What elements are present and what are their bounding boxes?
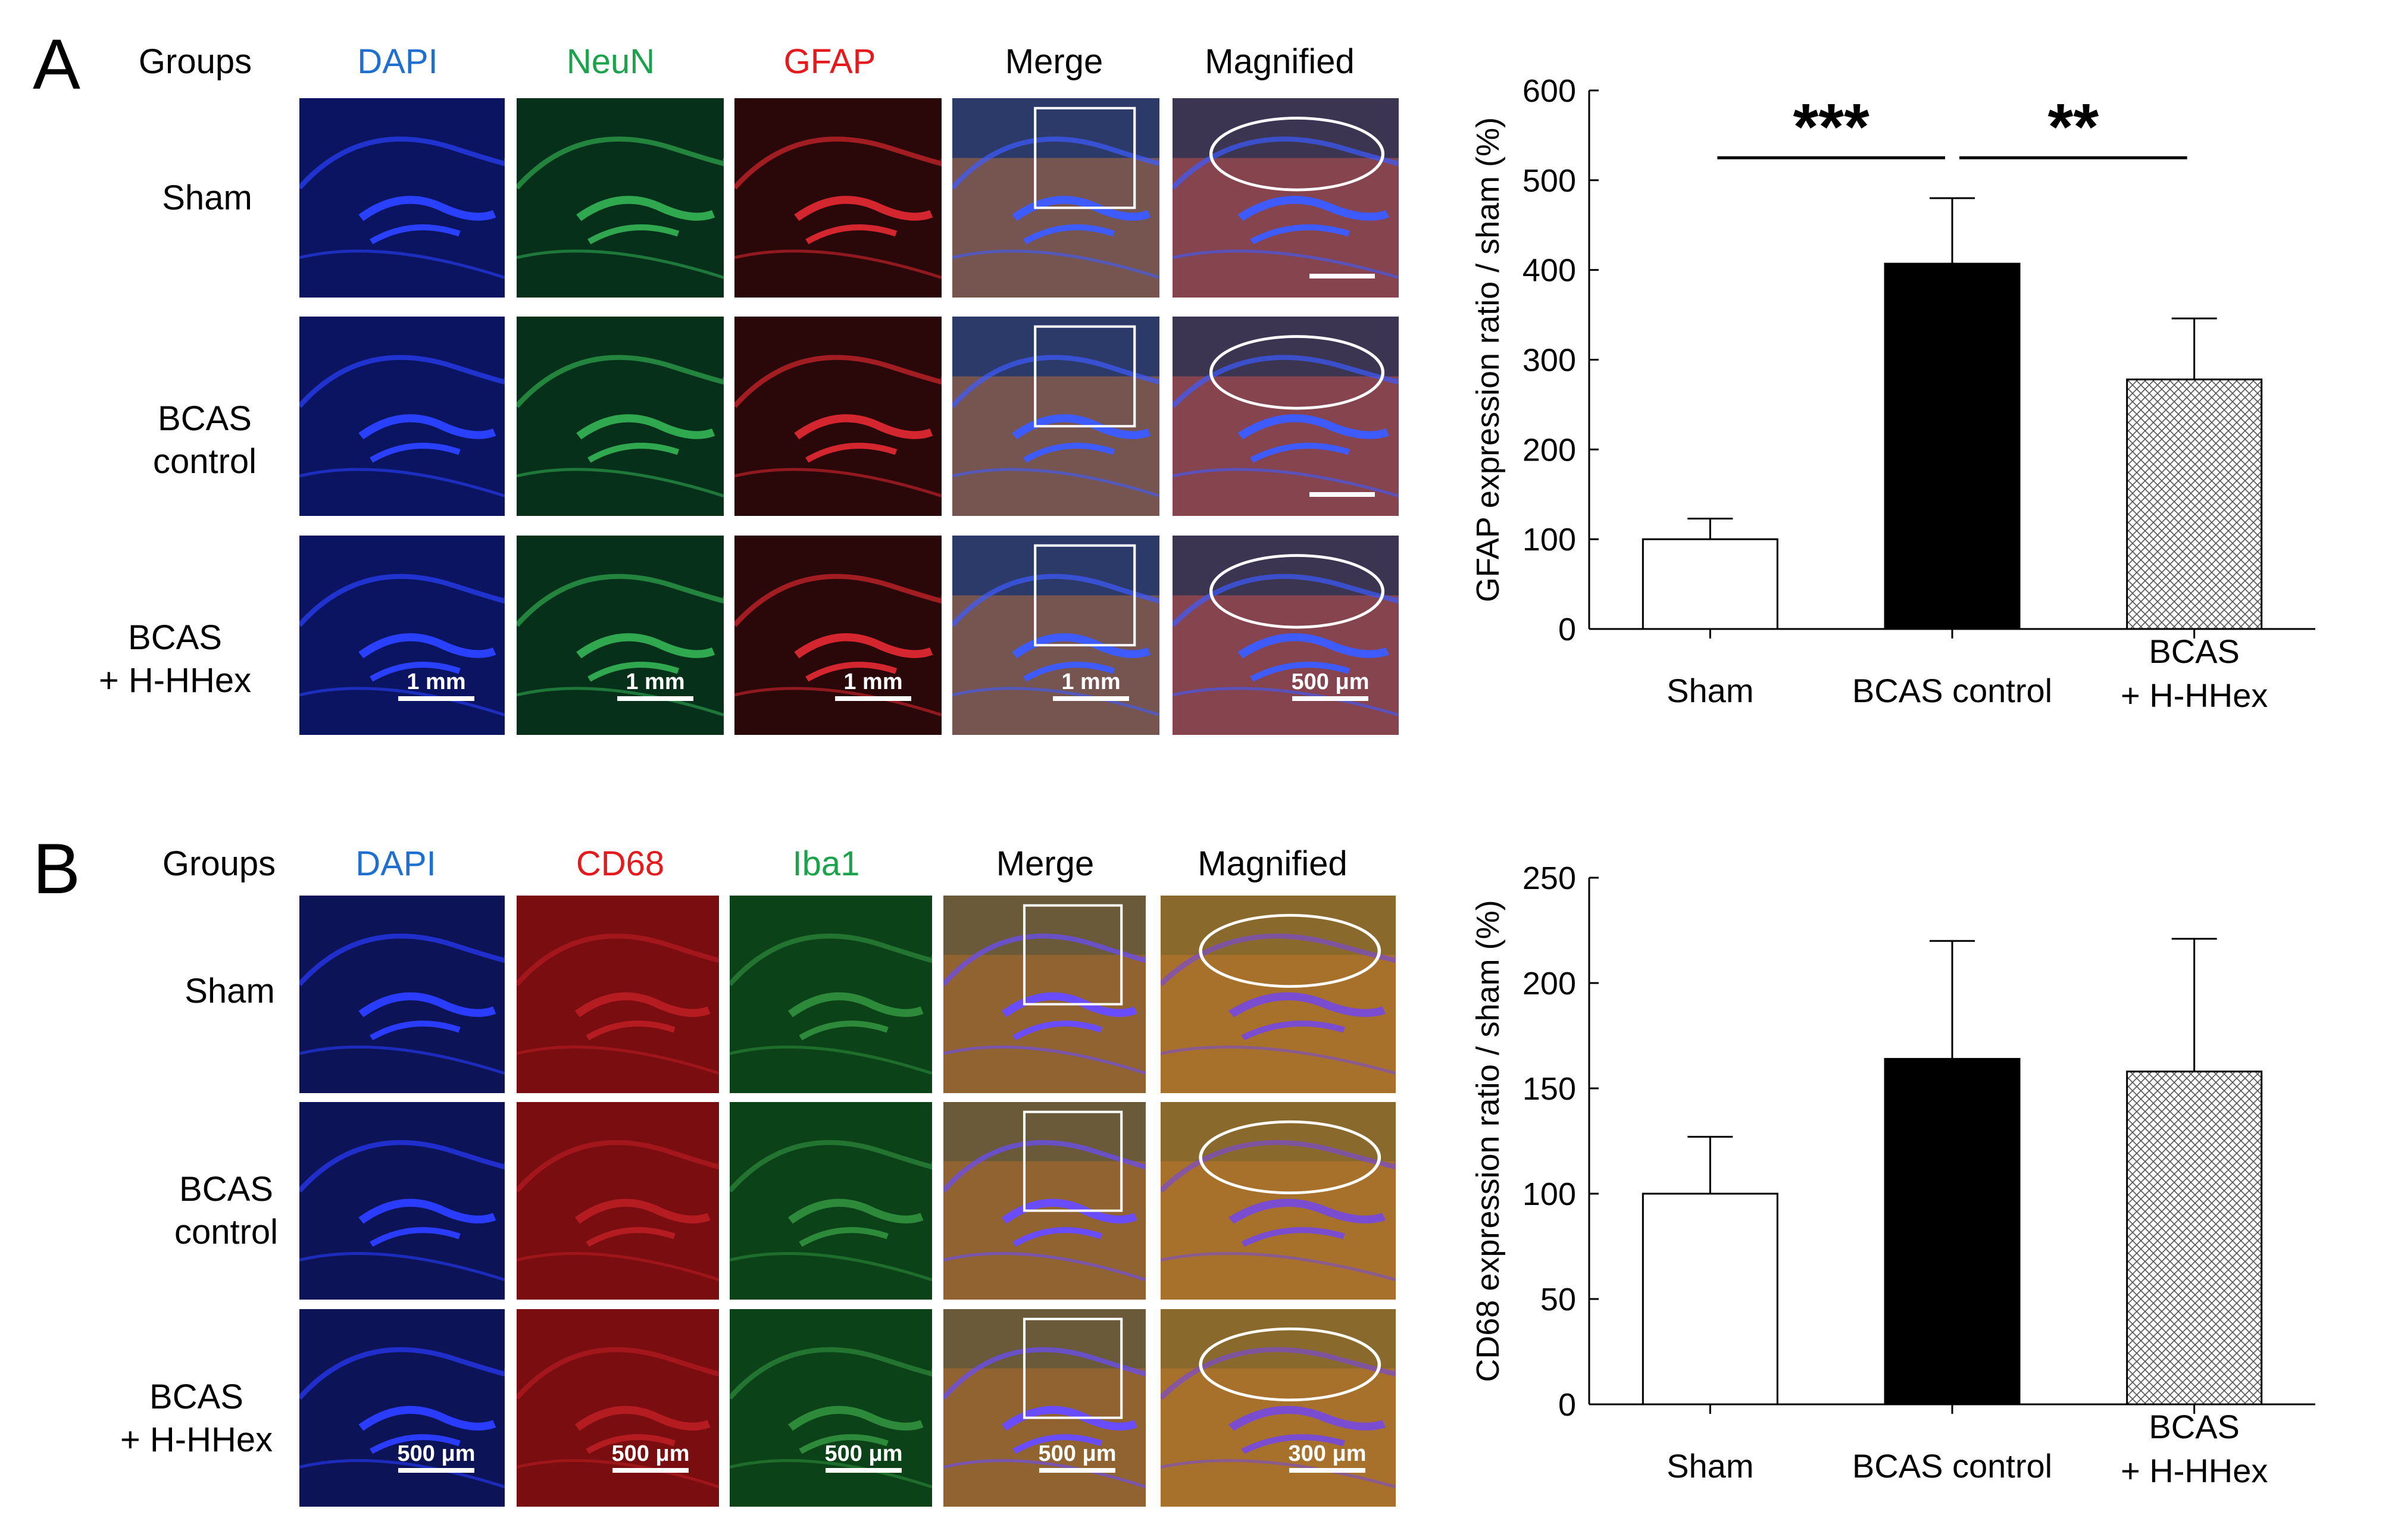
panel-a-header-groups: Groups	[138, 42, 252, 81]
panel-a-header-dapi: DAPI	[357, 42, 438, 81]
panel-b-scalebar-3: 500 μm	[819, 1441, 908, 1473]
panel-b-scalebar-1: 500 μm	[392, 1441, 481, 1473]
panel-a-mag-scalebar-row2	[1309, 492, 1375, 497]
panel-a-header-gfap: GFAP	[783, 42, 876, 81]
y-tick-label: 500	[1522, 163, 1576, 199]
x-category-label: BCAS	[2149, 633, 2240, 670]
bar-1	[1642, 538, 1778, 630]
panel-b-image-merge-row2	[943, 1102, 1146, 1300]
panel-a-image-merge-row1	[952, 98, 1159, 298]
panel-b-scalebar-4: 500 μm	[1033, 1441, 1122, 1473]
panel-a-row-label-bcas-hhhex: BCAS + H-HHex	[98, 618, 252, 700]
panel-a-image-merge-row2	[952, 317, 1159, 516]
panel-b-image-red-row3	[517, 1309, 719, 1507]
panel-b-row-label-sham: Sham	[185, 972, 275, 1010]
panel-a-header-magnified: Magnified	[1205, 42, 1355, 81]
panel-a-image-red-row2	[734, 317, 942, 516]
y-tick-label: 0	[1558, 612, 1576, 647]
x-category-label: BCAS control	[1852, 1447, 2052, 1485]
y-tick-label: 0	[1558, 1387, 1576, 1423]
panel-b-header-magnified: Magnified	[1198, 844, 1348, 883]
panel-a-letter: A	[33, 24, 81, 104]
panel-a-image-dapi-row1	[299, 98, 505, 298]
y-tick-label: 300	[1522, 343, 1576, 378]
panel-b-letter: B	[33, 829, 81, 909]
x-category-label: + H-HHex	[2121, 1452, 2268, 1489]
y-axis-label: CD68 expression ratio / sham (%)	[1470, 900, 1506, 1382]
y-tick-label: 200	[1522, 432, 1576, 468]
panel-b-image-merge-row1	[943, 896, 1146, 1093]
panel-a-image-mag-row3	[1173, 536, 1399, 735]
panel-b-image-dapi-row2	[299, 1102, 505, 1300]
panel-b-image-red-row2	[517, 1102, 719, 1300]
cd68-bar-chart: 0 50 100 150 200 250 CD68 expression ratio / s…	[1470, 860, 2315, 1489]
y-axis-label: GFAP expression ratio / sham (%)	[1470, 117, 1506, 602]
y-tick-label: 600	[1522, 73, 1576, 109]
panel-a-image-green-row2	[517, 317, 724, 516]
bar-2	[1884, 1057, 2021, 1406]
axes: 0 50 100 150 200 250	[1522, 860, 2315, 1423]
gfap-bar-chart: 0 100 200 300 400 500 600 GFAP expression ratio…	[1470, 73, 2315, 714]
panel-a-row-label-bcas-control: BCAS control	[152, 399, 257, 481]
panel-a-image-merge-row3	[952, 536, 1159, 735]
panel-b-cd68-chart: 0 50 100 150 200 250 CD68 expression ratio / s…	[1470, 845, 2327, 1529]
panel-b-image-dapi-row1	[299, 896, 505, 1093]
x-category-label: BCAS	[2149, 1408, 2240, 1445]
panel-b-image-mag-row3	[1161, 1309, 1396, 1507]
bar-1	[1642, 1192, 1778, 1406]
panel-a-image-mag-row1	[1173, 98, 1399, 298]
y-tick-label: 200	[1522, 966, 1576, 1001]
y-tick-label: 150	[1522, 1071, 1576, 1107]
panel-b-image-green-row2	[730, 1102, 932, 1300]
panel-b-scalebar-2: 500 μm	[606, 1441, 695, 1473]
x-category-label: Sham	[1667, 672, 1753, 709]
bar-3	[2126, 378, 2263, 630]
panel-a-image-dapi-row2	[299, 317, 505, 516]
panel-b-image-green-row1	[730, 896, 932, 1093]
panel-a-header-neun: NeuN	[566, 42, 655, 81]
x-category-label: BCAS control	[1852, 672, 2052, 709]
panel-a-image-green-row3	[517, 536, 724, 735]
panel-a-scalebar-1: 1 mm	[392, 669, 481, 701]
panel-a-scalebar-5: 500 μm	[1286, 669, 1375, 701]
y-tick-label: 100	[1522, 522, 1576, 558]
panel-a-image-mag-row2	[1173, 317, 1399, 516]
panel-b-image-green-row3	[730, 1309, 932, 1507]
y-tick-label: 50	[1540, 1282, 1576, 1317]
panel-b-header-iba1: Iba1	[792, 844, 860, 883]
axes: 0 100 200 300 400 500 600	[1522, 73, 2315, 647]
bar-2	[1884, 262, 2021, 630]
panel-a-image-dapi-row3	[299, 536, 505, 735]
panel-b-row-label-bcas-control: BCAS control	[174, 1170, 279, 1251]
panel-a-mag-scalebar-row1	[1309, 274, 1375, 278]
x-category-label: + H-HHex	[2121, 677, 2268, 714]
panel-b-image-mag-row1	[1161, 896, 1396, 1093]
x-category-label: Sham	[1667, 1447, 1753, 1485]
panel-a-image-green-row1	[517, 98, 724, 298]
panel-b-header-dapi: DAPI	[355, 844, 436, 883]
panel-b-header-cd68: CD68	[576, 844, 665, 883]
panel-b-row-label-bcas-hhhex: BCAS + H-HHex	[120, 1378, 273, 1459]
panel-a-header-merge: Merge	[1005, 42, 1103, 81]
panel-a-scalebar-2: 1 mm	[611, 669, 700, 701]
panel-a-gfap-chart: 0 100 200 300 400 500 600 GFAP expression ratio…	[1470, 48, 2327, 762]
panel-b-image-merge-row3	[943, 1309, 1146, 1507]
panel-a-scalebar-3: 1 mm	[829, 669, 918, 701]
panel-a-image-red-row3	[734, 536, 942, 735]
y-tick-label: 400	[1522, 253, 1576, 289]
panel-a-row-label-sham: Sham	[162, 179, 252, 217]
panel-b-image-red-row1	[517, 896, 719, 1093]
panel-b-scalebar-5: 300 μm	[1283, 1441, 1372, 1473]
bar-3	[2126, 1071, 2263, 1406]
panel-b-header-merge: Merge	[996, 844, 1095, 883]
panel-b-image-mag-row2	[1161, 1102, 1396, 1300]
significance-stars: ***	[1793, 90, 1869, 164]
y-tick-label: 250	[1522, 860, 1576, 896]
y-tick-label: 100	[1522, 1176, 1576, 1212]
panel-a-image-red-row1	[734, 98, 942, 298]
significance-stars: **	[2048, 90, 2099, 164]
panel-a-scalebar-4: 1 mm	[1046, 669, 1136, 701]
panel-b-header-groups: Groups	[162, 844, 276, 883]
panel-b-image-dapi-row3	[299, 1309, 505, 1507]
